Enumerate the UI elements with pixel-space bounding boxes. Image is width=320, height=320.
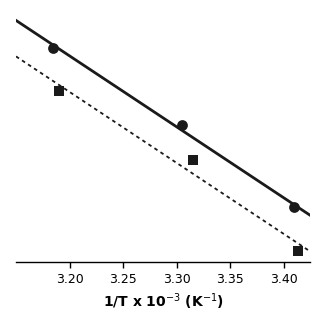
Point <box>292 205 297 210</box>
Point <box>51 45 56 50</box>
Point <box>180 123 185 128</box>
Point <box>190 157 195 163</box>
Point <box>295 248 300 253</box>
X-axis label: 1/T x 10$^{-3}$ (K$^{-1}$): 1/T x 10$^{-3}$ (K$^{-1}$) <box>103 292 224 312</box>
Point <box>56 88 61 93</box>
